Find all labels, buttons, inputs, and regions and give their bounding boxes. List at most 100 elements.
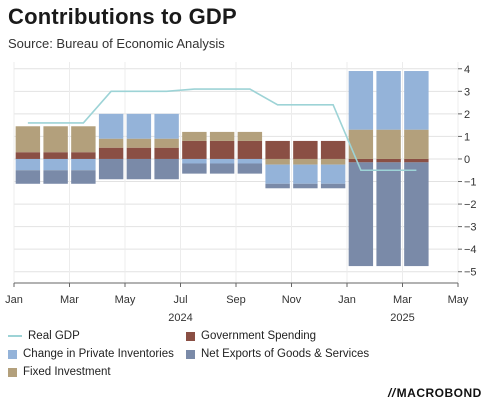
bar-segment-change-in-private-inventories	[182, 158, 207, 164]
legend-swatch-real-gdp	[8, 335, 22, 337]
bar-layer	[15, 71, 429, 267]
chart-title: Contributions to GDP	[8, 4, 237, 29]
bar-segment-fixed-investment	[98, 138, 124, 148]
bar-segment-change-in-private-inventories	[348, 71, 374, 130]
bar-segment-fixed-investment	[265, 158, 290, 165]
bar-segment-government-spending	[154, 147, 179, 159]
bar-segment-government-spending	[404, 158, 429, 163]
y-tick-label: 2	[464, 109, 470, 121]
bar-segment-fixed-investment	[15, 126, 41, 153]
bar-segment-fixed-investment	[293, 158, 318, 165]
y-tick-label: 3	[464, 86, 470, 98]
y-tick-label: 4	[464, 64, 470, 76]
bar-segment-fixed-investment	[71, 126, 96, 153]
bar-segment-change-in-private-inventories	[98, 113, 124, 139]
bar-segment-net-exports-of-goods-services	[376, 162, 401, 267]
bar-segment-net-exports-of-goods-services	[320, 183, 346, 189]
bar-segment-change-in-private-inventories	[126, 113, 152, 139]
legend-label-government-spending: Government Spending	[201, 330, 317, 342]
bar-segment-change-in-private-inventories	[71, 158, 96, 171]
bar-segment-fixed-investment	[237, 131, 263, 141]
legend-item-fixed-investment: Fixed Investment	[8, 366, 111, 378]
logo-text: MACROBOND	[396, 386, 482, 400]
bar-segment-net-exports-of-goods-services	[15, 170, 41, 184]
legend-label-net-exports: Net Exports of Goods & Services	[201, 348, 370, 360]
y-tick-label: −4	[464, 244, 477, 256]
bar-segment-fixed-investment	[376, 129, 401, 159]
legend-item-private-inventories: Change in Private Inventories	[8, 348, 174, 360]
axis-layer: 4 3 2 1 0 −1 −2 −3 −4 −5 Jan Mar May Jul Sep Nov Jan Mar M…	[5, 64, 476, 324]
bar-segment-government-spending	[237, 140, 263, 159]
y-tick-label: 1	[464, 131, 470, 143]
bar-segment-fixed-investment	[182, 131, 207, 141]
bar-segment-government-spending	[293, 140, 318, 159]
legend-swatch-government-spending	[186, 331, 195, 341]
bar-segment-government-spending	[265, 140, 290, 159]
bar-segment-net-exports-of-goods-services	[43, 170, 68, 184]
bar-segment-change-in-private-inventories	[15, 158, 41, 171]
legend-swatch-fixed-investment	[8, 367, 17, 377]
x-tick-label: Nov	[282, 294, 302, 306]
real-gdp-line	[27, 88, 417, 172]
y-tick-label: −3	[464, 222, 477, 234]
bar-segment-government-spending	[126, 147, 152, 159]
bar-segment-fixed-investment	[320, 158, 346, 165]
bar-segment-government-spending	[182, 140, 207, 159]
bar-segment-fixed-investment	[126, 138, 152, 148]
line-layer	[27, 88, 417, 172]
legend-label-real-gdp: Real GDP	[28, 330, 80, 342]
bar-segment-change-in-private-inventories	[154, 113, 179, 139]
bar-segment-net-exports-of-goods-services	[293, 183, 318, 189]
legend-label-private-inventories: Change in Private Inventories	[23, 348, 174, 360]
bar-segment-change-in-private-inventories	[43, 158, 68, 171]
legend-swatch-private-inventories	[8, 349, 17, 359]
bar-segment-government-spending	[320, 140, 346, 159]
bar-segment-net-exports-of-goods-services	[98, 158, 124, 180]
bar-segment-change-in-private-inventories	[237, 158, 263, 164]
y-tick-label: 0	[464, 154, 470, 166]
x-tick-label: Jul	[173, 294, 187, 306]
bar-segment-fixed-investment	[404, 129, 429, 159]
legend-swatch-net-exports	[186, 349, 195, 359]
bar-segment-net-exports-of-goods-services	[237, 163, 263, 174]
bar-segment-fixed-investment	[154, 138, 179, 148]
x-tick-label: Mar	[60, 294, 79, 306]
y-tick-label: −1	[464, 177, 477, 189]
gdp-contributions-chart: 4 3 2 1 0 −1 −2 −3 −4 −5 Jan Mar May Jul Sep Nov Jan Mar M…	[5, 62, 477, 324]
bar-segment-net-exports-of-goods-services	[209, 163, 235, 174]
bar-segment-government-spending	[98, 147, 124, 159]
logo-mark: //	[388, 386, 396, 400]
legend-item-real-gdp: Real GDP	[8, 330, 80, 342]
bar-segment-change-in-private-inventories	[293, 164, 318, 184]
x-tick-label: Jan	[5, 294, 23, 306]
bar-segment-government-spending	[15, 152, 41, 159]
legend-item-net-exports: Net Exports of Goods & Services	[186, 348, 369, 360]
bar-segment-net-exports-of-goods-services	[348, 162, 374, 267]
x-year-label: 2024	[168, 312, 192, 324]
chart-subtitle: Source: Bureau of Economic Analysis	[8, 36, 225, 51]
bar-segment-net-exports-of-goods-services	[126, 158, 152, 180]
x-tick-label: Jan	[338, 294, 356, 306]
bar-segment-change-in-private-inventories	[376, 71, 401, 130]
bar-segment-net-exports-of-goods-services	[265, 183, 290, 189]
bar-segment-net-exports-of-goods-services	[154, 158, 179, 180]
legend-label-fixed-investment: Fixed Investment	[23, 366, 111, 378]
y-tick-label: −2	[464, 199, 477, 211]
bar-segment-change-in-private-inventories	[265, 164, 290, 184]
bar-segment-government-spending	[209, 140, 235, 159]
x-year-label: 2025	[390, 312, 414, 324]
legend-item-government-spending: Government Spending	[186, 330, 316, 342]
bar-segment-net-exports-of-goods-services	[71, 170, 96, 184]
bar-segment-change-in-private-inventories	[320, 164, 346, 184]
x-tick-label: Sep	[226, 294, 246, 306]
bar-segment-fixed-investment	[209, 131, 235, 141]
bar-segment-government-spending	[376, 158, 401, 163]
macrobond-logo: //MACROBOND	[388, 386, 482, 400]
x-tick-label: May	[448, 294, 469, 306]
x-tick-label: Mar	[393, 294, 412, 306]
x-tick-label: May	[115, 294, 136, 306]
bar-segment-net-exports-of-goods-services	[404, 162, 429, 267]
bar-segment-change-in-private-inventories	[209, 158, 235, 164]
y-tick-label: −5	[464, 267, 477, 279]
